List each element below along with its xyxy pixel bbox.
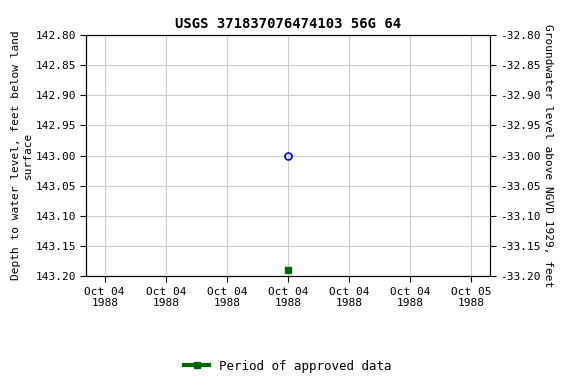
Y-axis label: Depth to water level, feet below land
surface: Depth to water level, feet below land su… — [11, 31, 33, 280]
Legend: Period of approved data: Period of approved data — [179, 355, 397, 378]
Title: USGS 371837076474103 56G 64: USGS 371837076474103 56G 64 — [175, 17, 401, 31]
Y-axis label: Groundwater level above NGVD 1929, feet: Groundwater level above NGVD 1929, feet — [543, 24, 554, 287]
